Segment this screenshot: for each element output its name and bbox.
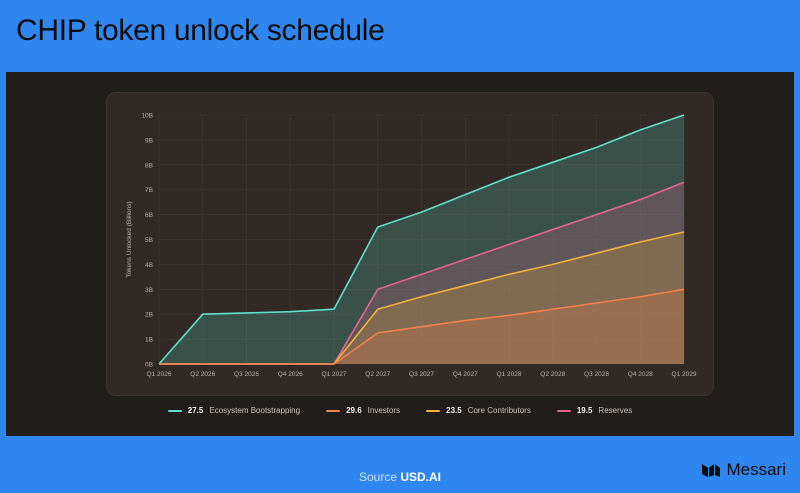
- series-line: [158, 114, 685, 365]
- series-area: [159, 182, 684, 364]
- legend-label: Reserves: [598, 406, 633, 415]
- source-line: Source USD.AI: [0, 470, 800, 484]
- legend-swatch: [326, 409, 341, 412]
- legend-item: 19.5 Reserves: [556, 406, 633, 415]
- series-area: [159, 115, 684, 364]
- x-tick-label: Q3 2027: [409, 371, 434, 378]
- x-tick-label: Q2 2028: [540, 371, 565, 378]
- x-tick-label: Q1 2028: [497, 371, 522, 378]
- legend-label: Investors: [367, 406, 401, 415]
- legend-swatch: [426, 409, 441, 412]
- y-tick-label: 10B: [141, 113, 153, 120]
- chart-legend: 27.5 Ecosystem Bootstrapping 29.6 Investors…: [6, 406, 794, 415]
- legend-item: 27.5 Ecosystem Bootstrapping: [167, 406, 301, 415]
- chart-panel: 0B 1B 2B 3B 4B 5B 6B 7B 8B 9B 10B Q1 2026 Q2 2026 Q3 …: [6, 72, 794, 436]
- y-tick-label: 0B: [145, 362, 153, 369]
- page-title: CHIP token unlock schedule: [16, 14, 385, 47]
- legend-label: Core Contributors: [467, 406, 531, 415]
- y-tick-label: 5B: [145, 237, 153, 244]
- x-tick-label: Q1 2027: [322, 371, 347, 378]
- x-tick-label: Q2 2026: [190, 371, 215, 378]
- legend-value: 19.5: [576, 406, 593, 415]
- legend-swatch: [556, 409, 571, 412]
- x-tick-label: Q2 2027: [365, 371, 390, 378]
- x-tick-label: Q3 2026: [234, 371, 259, 378]
- y-tick-label: 4B: [145, 262, 153, 269]
- brand: Messari: [701, 460, 786, 480]
- x-tick-label: Q1 2026: [147, 371, 172, 378]
- x-tick-label: Q4 2026: [278, 371, 303, 378]
- y-tick-label: 3B: [145, 287, 153, 294]
- chart: 0B 1B 2B 3B 4B 5B 6B 7B 8B 9B 10B Q1 2026 Q2 2026 Q3 …: [126, 113, 697, 379]
- legend-item: 23.5 Core Contributors: [426, 406, 531, 415]
- x-tick-label: Q4 2027: [453, 371, 478, 378]
- legend-swatch: [167, 409, 182, 412]
- x-tick-label: Q1 2029: [672, 371, 697, 378]
- y-tick-label: 9B: [145, 137, 153, 144]
- legend-value: 29.6: [346, 406, 362, 415]
- source-label: Source: [358, 470, 397, 484]
- legend-item: 29.6 Investors: [326, 406, 400, 415]
- series-line: [159, 288, 685, 365]
- y-tick-label: 1B: [145, 337, 153, 344]
- y-tick-label: 2B: [145, 312, 153, 319]
- y-tick-label: 8B: [145, 162, 153, 169]
- legend-label: Ecosystem Bootstrapping: [209, 406, 301, 415]
- y-tick-label: 7B: [145, 187, 153, 194]
- chart-card: 0B 1B 2B 3B 4B 5B 6B 7B 8B 9B 10B Q1 2026 Q2 2026 Q3 …: [106, 92, 714, 396]
- y-axis-label: Tokens Unlocked (Billions): [126, 201, 133, 277]
- x-tick-label: Q4 2028: [628, 371, 653, 378]
- legend-value: 27.5: [187, 406, 204, 415]
- legend-value: 23.5: [446, 406, 462, 415]
- y-tick-label: 6B: [145, 212, 153, 219]
- x-tick-label: Q3 2028: [584, 371, 609, 378]
- source-value: USD.AI: [400, 470, 442, 484]
- messari-logo-icon: [702, 464, 721, 477]
- footer: Source USD.AI Messari: [0, 460, 800, 493]
- brand-name: Messari: [726, 460, 786, 479]
